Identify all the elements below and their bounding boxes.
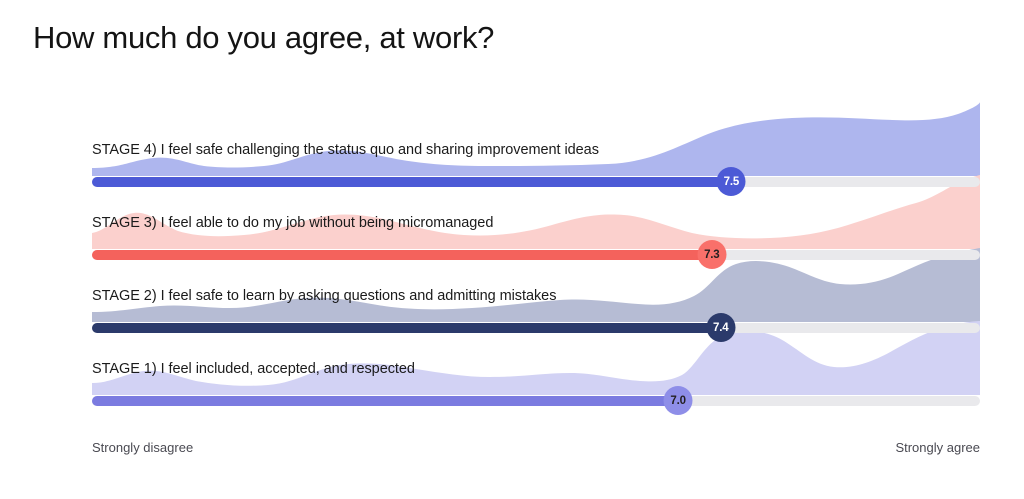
stage-row: STAGE 2) I feel safe to learn by asking … [0, 248, 1024, 347]
score-track-area: 7.4 [92, 313, 980, 342]
distribution-curve-path [92, 102, 980, 176]
score-track-area: 7.5 [92, 167, 980, 196]
stage-label: STAGE 2) I feel safe to learn by asking … [92, 288, 557, 304]
score-fill [92, 323, 721, 333]
stage-label: STAGE 3) I feel able to do my job withou… [92, 215, 494, 231]
scale-axis: Strongly disagree Strongly agree [0, 440, 1024, 460]
score-badge[interactable]: 7.5 [716, 167, 746, 196]
score-badge[interactable]: 7.4 [706, 313, 736, 342]
score-fill [92, 250, 712, 260]
stage-row: STAGE 1) I feel included, accepted, and … [0, 321, 1024, 425]
stage-label: STAGE 4) I feel safe challenging the sta… [92, 142, 599, 158]
distribution-curve [92, 102, 980, 176]
distribution-curve-svg [92, 102, 980, 176]
stage-rows: STAGE 4) I feel safe challenging the sta… [0, 102, 1024, 425]
stage-row: STAGE 4) I feel safe challenging the sta… [0, 102, 1024, 201]
score-track-area: 7.3 [92, 240, 980, 269]
score-badge[interactable]: 7.3 [697, 240, 727, 269]
stage-label: STAGE 1) I feel included, accepted, and … [92, 361, 415, 377]
page-title: How much do you agree, at work? [33, 20, 495, 55]
score-fill [92, 177, 732, 187]
stage-row: STAGE 3) I feel able to do my job withou… [0, 175, 1024, 274]
axis-label-max: Strongly agree [895, 440, 980, 455]
score-badge[interactable]: 7.0 [663, 386, 693, 415]
score-fill [92, 396, 679, 406]
axis-label-min: Strongly disagree [92, 440, 194, 455]
score-track-area: 7.0 [92, 386, 980, 415]
